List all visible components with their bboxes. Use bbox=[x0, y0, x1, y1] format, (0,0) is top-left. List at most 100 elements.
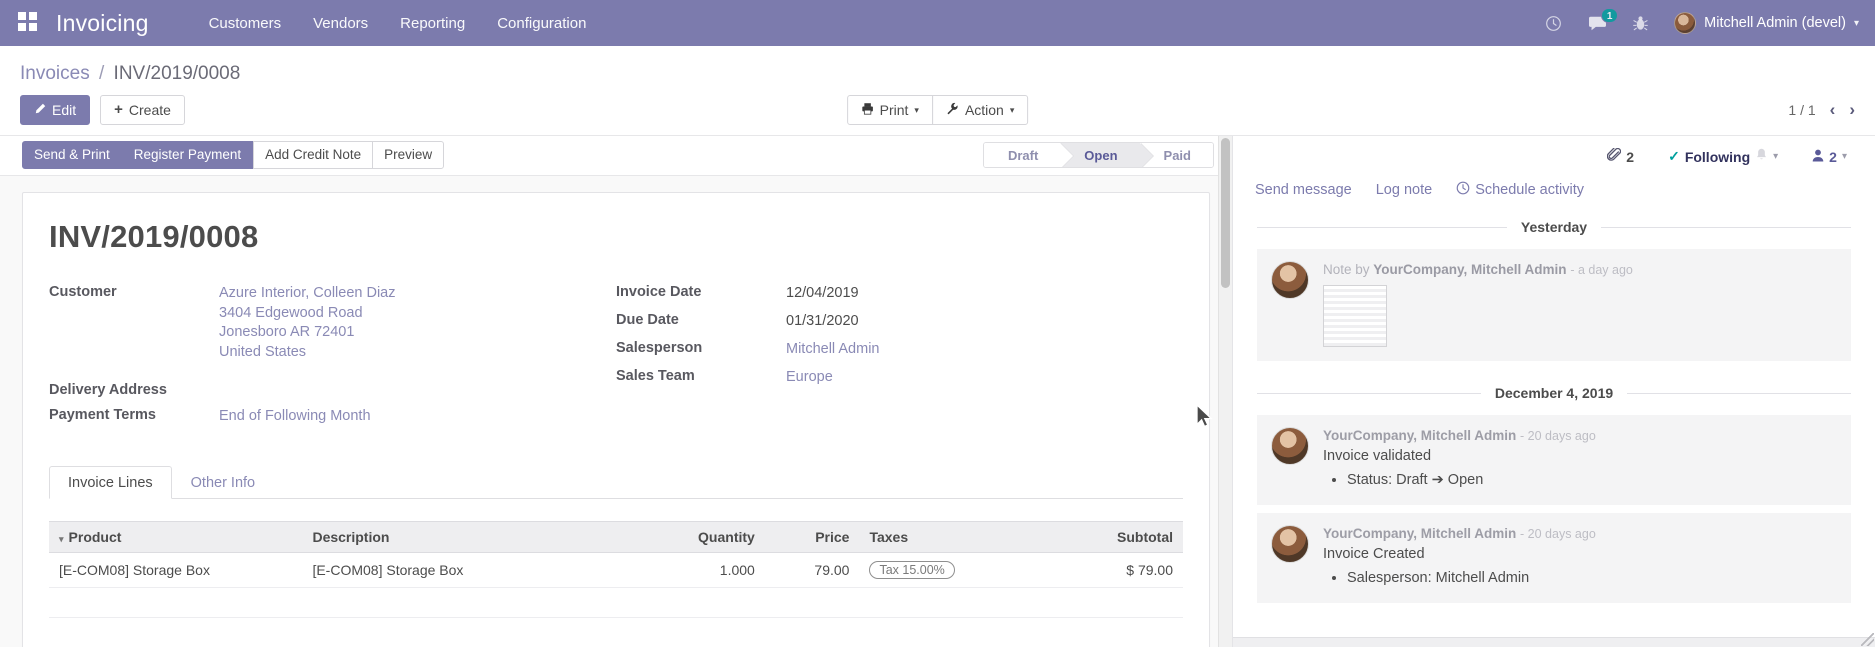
field-sales-team-value[interactable]: Europe bbox=[786, 369, 833, 385]
add-credit-note-button[interactable]: Add Credit Note bbox=[253, 141, 374, 169]
chatter-topbar: 2 ✓ Following ▾ 2 ▾ bbox=[1233, 136, 1875, 175]
column-header-description[interactable]: Description bbox=[302, 521, 646, 553]
resize-grip[interactable] bbox=[1861, 633, 1874, 646]
preview-button[interactable]: Preview bbox=[372, 141, 445, 169]
chat-bubble-icon[interactable]: 1 bbox=[1588, 7, 1619, 32]
apps-grid-icon[interactable] bbox=[18, 12, 40, 34]
list-item: Status: Draft ➔ Open bbox=[1347, 469, 1837, 491]
customer-city[interactable]: Jonesboro AR 72401 bbox=[219, 324, 355, 340]
attachments-button[interactable]: 2 bbox=[1607, 147, 1635, 165]
status-step-draft[interactable]: Draft bbox=[983, 143, 1075, 167]
customer-name[interactable]: Azure Interior, Colleen Diaz bbox=[219, 285, 396, 301]
bell-icon[interactable] bbox=[1755, 148, 1768, 165]
chatter-bottom-strip bbox=[1233, 637, 1875, 647]
field-invoice-date-value[interactable]: 12/04/2019 bbox=[786, 285, 859, 301]
edit-button[interactable]: Edit bbox=[20, 95, 91, 125]
register-payment-button[interactable]: Register Payment bbox=[121, 141, 254, 169]
cell-product[interactable]: [E-COM08] Storage Box bbox=[49, 552, 303, 588]
field-payment-terms-label: Payment Terms bbox=[49, 407, 156, 423]
field-due-date: Due Date 01/31/2020 bbox=[616, 309, 1183, 334]
message-count-badge: 1 bbox=[1601, 7, 1619, 23]
app-brand-invoicing[interactable]: Invoicing bbox=[56, 9, 149, 36]
avatar bbox=[1271, 427, 1309, 465]
user-icon bbox=[1812, 149, 1824, 165]
control-panel: Invoices / INV/2019/0008 Edit + Create P… bbox=[0, 46, 1875, 136]
message-text: Invoice validated bbox=[1323, 448, 1432, 464]
breadcrumb-separator: / bbox=[98, 63, 105, 84]
chevron-left-icon[interactable]: ‹ bbox=[1829, 100, 1836, 119]
date-separator-label: December 4, 2019 bbox=[1494, 385, 1614, 401]
chatter-commands: Send message Log note Schedule activity bbox=[1233, 175, 1875, 213]
menu-item-vendors[interactable]: Vendors bbox=[313, 14, 369, 32]
caret-down-icon: ▾ bbox=[1841, 151, 1847, 162]
table-row-empty bbox=[49, 587, 1183, 618]
column-header-taxes[interactable]: Taxes bbox=[859, 521, 1034, 553]
field-customer: Customer Azure Interior, Colleen Diaz 34… bbox=[49, 281, 616, 365]
scrollbar-thumb[interactable] bbox=[1221, 138, 1230, 288]
caret-down-icon: ▾ bbox=[914, 105, 919, 115]
invoice-lines-header: ▾ Product Description Quantity Price Taxe… bbox=[49, 521, 1183, 553]
clock-icon bbox=[1456, 181, 1470, 199]
tab-invoice-lines[interactable]: Invoice Lines bbox=[49, 466, 172, 499]
message-author: YourCompany, Mitchell Admin bbox=[1323, 526, 1517, 541]
followers-button[interactable]: 2 ▾ bbox=[1812, 149, 1847, 165]
print-action-group: Print ▾ Action ▾ bbox=[846, 95, 1029, 125]
form-fields: Customer Azure Interior, Colleen Diaz 34… bbox=[49, 281, 1183, 432]
cell-description[interactable]: [E-COM08] Storage Box bbox=[302, 552, 646, 588]
column-header-subtotal[interactable]: Subtotal bbox=[1033, 521, 1183, 553]
message-tracking-list: Salesperson: Mitchell Admin bbox=[1323, 567, 1837, 589]
printer-icon bbox=[861, 101, 874, 119]
create-button[interactable]: + Create bbox=[100, 95, 185, 125]
tax-tag[interactable]: Tax 15.00% bbox=[869, 561, 955, 579]
attachment-count: 2 bbox=[1626, 148, 1635, 165]
chevron-right-icon[interactable]: › bbox=[1849, 100, 1855, 119]
avatar bbox=[1674, 12, 1697, 34]
message-author: YourCompany, Mitchell Admin bbox=[1323, 428, 1517, 443]
send-and-print-button[interactable]: Send & Print bbox=[22, 141, 122, 169]
customer-country[interactable]: United States bbox=[219, 343, 307, 360]
chatter-message: YourCompany, Mitchell Admin - 20 days ag… bbox=[1257, 513, 1851, 603]
cell-taxes[interactable]: Tax 15.00% bbox=[859, 552, 1034, 588]
schedule-activity-button[interactable]: Schedule activity bbox=[1456, 181, 1584, 199]
breadcrumb-link-invoices[interactable]: Invoices bbox=[20, 63, 90, 84]
field-sales-team: Sales Team Europe bbox=[616, 365, 1183, 390]
message-timestamp: - 20 days ago bbox=[1520, 527, 1596, 541]
clock-icon[interactable] bbox=[1545, 15, 1562, 32]
tab-other-info[interactable]: Other Info bbox=[190, 475, 256, 491]
control-panel-buttons: Edit + Create Print ▾ Action bbox=[20, 89, 1855, 135]
invoice-lines-body: [E-COM08] Storage Box [E-COM08] Storage … bbox=[49, 552, 1183, 647]
navbar-right-tools: 1 Mitchell Admin (devel) ▾ bbox=[1545, 7, 1859, 34]
field-salesperson-value[interactable]: Mitchell Admin bbox=[786, 341, 880, 357]
field-customer-value[interactable]: Azure Interior, Colleen Diaz 3404 Edgewo… bbox=[219, 281, 396, 365]
caret-down-icon: ▾ bbox=[1773, 151, 1779, 162]
edit-button-label: Edit bbox=[52, 102, 77, 118]
bug-icon[interactable] bbox=[1633, 15, 1648, 32]
table-row[interactable]: [E-COM08] Storage Box [E-COM08] Storage … bbox=[49, 552, 1183, 588]
user-menu[interactable]: Mitchell Admin (devel) ▾ bbox=[1674, 12, 1859, 34]
column-header-product[interactable]: ▾ Product bbox=[49, 521, 303, 553]
field-due-date-value[interactable]: 01/31/2020 bbox=[786, 313, 859, 329]
log-note-button[interactable]: Log note bbox=[1375, 182, 1433, 198]
cell-price[interactable]: 79.00 bbox=[764, 552, 860, 588]
action-button[interactable]: Action ▾ bbox=[931, 95, 1029, 125]
customer-street[interactable]: 3404 Edgewood Road bbox=[219, 304, 363, 321]
form-vertical-scrollbar[interactable] bbox=[1218, 136, 1232, 647]
send-message-button[interactable]: Send message bbox=[1255, 182, 1352, 198]
menu-item-reporting[interactable]: Reporting bbox=[400, 14, 466, 32]
field-invoice-date-label: Invoice Date bbox=[616, 284, 702, 300]
note-attachment-thumbnail[interactable] bbox=[1323, 285, 1387, 347]
form-fields-left: Customer Azure Interior, Colleen Diaz 34… bbox=[49, 281, 616, 432]
pager: 1 / 1 ‹ › bbox=[1788, 100, 1855, 120]
menu-item-customers[interactable]: Customers bbox=[208, 14, 282, 32]
following-button[interactable]: ✓ Following ▾ bbox=[1668, 148, 1778, 165]
field-delivery-address: Delivery Address bbox=[49, 379, 616, 401]
print-button[interactable]: Print ▾ bbox=[846, 95, 933, 125]
field-payment-terms-value[interactable]: End of Following Month bbox=[219, 408, 371, 424]
column-header-quantity[interactable]: Quantity bbox=[645, 521, 765, 553]
message-author: YourCompany, Mitchell Admin bbox=[1373, 262, 1567, 277]
avatar bbox=[1271, 525, 1309, 563]
column-header-price[interactable]: Price bbox=[764, 521, 860, 553]
menu-item-configuration[interactable]: Configuration bbox=[497, 14, 587, 32]
pencil-icon bbox=[34, 101, 46, 119]
cell-quantity[interactable]: 1.000 bbox=[645, 552, 765, 588]
